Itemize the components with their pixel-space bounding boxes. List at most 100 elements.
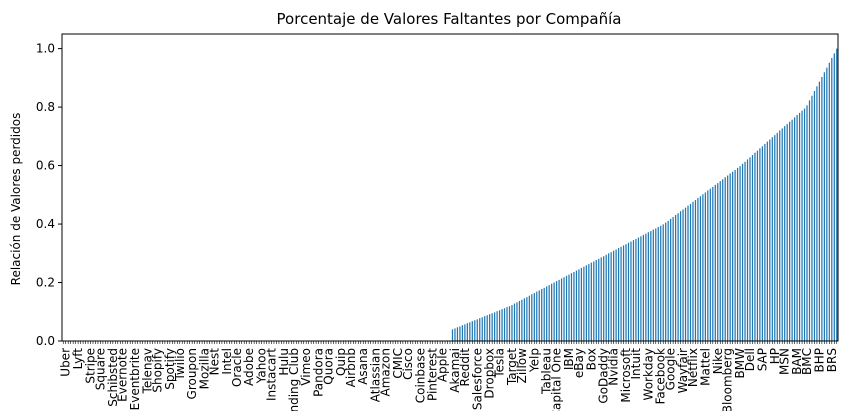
bar <box>739 166 741 341</box>
bar <box>712 186 714 341</box>
bar <box>605 254 607 341</box>
bar <box>481 317 483 341</box>
x-tick-label: Vimeo <box>299 348 313 386</box>
bar <box>689 203 692 341</box>
bar <box>489 314 491 341</box>
x-tick-label: Dell <box>743 348 757 371</box>
bar <box>546 286 548 341</box>
bar <box>687 205 689 341</box>
bar <box>637 237 640 341</box>
bar <box>813 91 816 341</box>
bar <box>498 310 501 341</box>
y-tick-label: 0.4 <box>36 217 55 231</box>
bar <box>613 250 615 341</box>
bar <box>484 316 486 341</box>
bar <box>697 198 699 341</box>
bar <box>801 110 803 341</box>
x-tick-label: GoDaddy <box>597 348 611 404</box>
bar <box>786 124 788 341</box>
x-tick-label: Oracle <box>230 348 244 387</box>
y-tick-label: 0.0 <box>36 334 55 348</box>
bar <box>806 105 808 341</box>
bar <box>456 327 459 341</box>
bar <box>796 114 798 342</box>
bar <box>516 302 518 341</box>
x-tick-label: Twilio <box>173 348 187 382</box>
bar <box>803 108 806 341</box>
bar <box>531 294 533 341</box>
bar <box>503 308 506 341</box>
x-tick-label: Target <box>505 348 519 386</box>
bar <box>692 201 694 341</box>
bar <box>821 76 823 341</box>
bar <box>746 159 749 341</box>
x-tick-label: Apple <box>436 348 450 382</box>
x-tick-label: BMC <box>800 348 814 375</box>
y-tick-label: 1.0 <box>36 42 55 56</box>
bar <box>451 329 454 341</box>
x-tick-label: Hulu <box>277 348 291 376</box>
bar <box>749 157 751 341</box>
bar <box>608 253 610 341</box>
bar <box>521 299 523 341</box>
x-tick-label: Eventbrite <box>128 348 142 410</box>
bar <box>818 81 821 341</box>
bar <box>771 137 773 341</box>
bar <box>674 214 677 341</box>
bar <box>714 184 716 341</box>
bars-group <box>451 48 838 342</box>
bar <box>593 261 595 341</box>
x-tick-label: Nest <box>207 348 221 376</box>
x-tick-label: Stripe <box>84 348 98 384</box>
bar <box>469 322 471 341</box>
bar <box>620 246 622 341</box>
bar <box>784 126 786 341</box>
bar <box>595 260 597 341</box>
x-tick-label: Yahoo <box>255 348 269 384</box>
x-tick-label: Wayfair <box>676 348 690 393</box>
bar <box>798 112 801 341</box>
bar <box>494 312 496 341</box>
bar <box>464 324 466 341</box>
bar <box>660 225 662 341</box>
x-tick-label: Nike <box>711 348 725 374</box>
bar <box>719 181 721 341</box>
bar <box>454 328 456 341</box>
bar <box>665 222 667 341</box>
y-tick-label: 0.2 <box>36 276 55 290</box>
x-tick-label: Airbnb <box>344 348 358 387</box>
bar <box>578 269 580 341</box>
x-tick-label: Microsoft <box>619 348 633 403</box>
x-tick-label: Asana <box>356 348 370 385</box>
x-tick-label: Tesla <box>493 348 507 379</box>
bar <box>717 183 719 341</box>
bar <box>833 53 835 342</box>
bar <box>836 48 838 342</box>
bar <box>588 264 590 341</box>
bar <box>774 135 776 341</box>
bar <box>548 285 550 341</box>
plot-frame <box>61 33 839 342</box>
x-tick-label: Pandora <box>312 348 326 397</box>
bar <box>699 196 702 341</box>
x-tick-label: IBM <box>562 348 576 370</box>
x-tick-label: Reddit <box>458 348 472 387</box>
y-axis: 0.0 0.2 0.4 0.6 0.8 1.0 <box>36 42 62 348</box>
bar <box>558 279 560 341</box>
bar <box>655 228 657 341</box>
bar <box>831 57 833 341</box>
bar <box>553 282 555 341</box>
bar <box>808 100 811 342</box>
bar <box>632 240 635 341</box>
x-tick-label: BHP <box>812 348 826 373</box>
bar <box>776 132 778 341</box>
bar <box>724 177 726 341</box>
bar <box>580 267 583 341</box>
x-tick-label: Quip <box>334 348 348 376</box>
x-tick-label: Lending Club <box>287 348 301 411</box>
x-tick-label: Facebook <box>654 348 668 404</box>
bar <box>501 309 503 341</box>
x-tick-label: Tableau <box>540 348 554 395</box>
bar <box>722 179 724 341</box>
